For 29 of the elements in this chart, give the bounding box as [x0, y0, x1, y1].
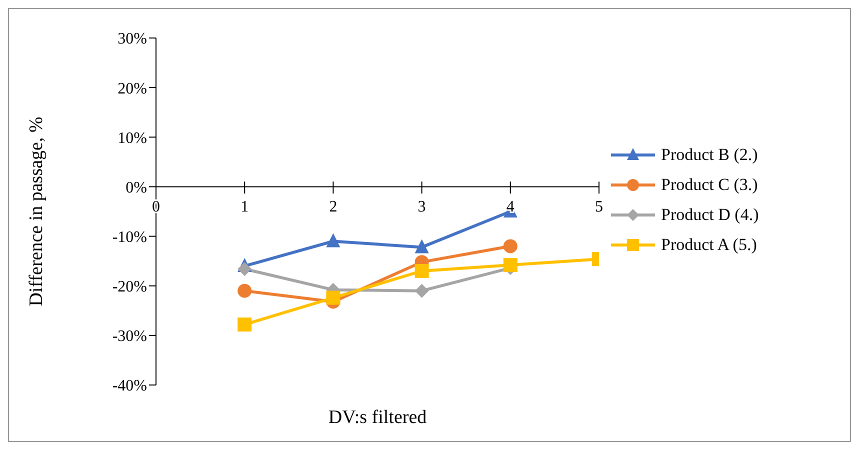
point: [326, 290, 340, 305]
legend-label: Product C (3.): [661, 175, 758, 195]
x-tick-label: 3: [418, 198, 426, 216]
y-tick-label: -30%: [112, 328, 147, 346]
point: [503, 258, 518, 272]
x-tick-label: 1: [240, 198, 249, 216]
point: [414, 284, 429, 298]
legend-label: Product D (4.): [661, 205, 759, 225]
y-tick-label: -10%: [112, 228, 147, 246]
y-tick-label: 30%: [118, 30, 147, 48]
y-tick-label: -40%: [112, 378, 147, 395]
y-tick-label: 20%: [118, 80, 147, 98]
y-tick-label: -20%: [112, 278, 147, 296]
x-tick-label: 2: [329, 198, 338, 216]
y-axis-title: Difference in passage, %: [26, 116, 47, 306]
x-tick-label: 4: [506, 198, 514, 216]
point: [238, 318, 252, 332]
x-axis-title: DV:s filtered: [328, 407, 428, 428]
point: [238, 262, 252, 276]
point: [326, 233, 340, 248]
x-tick-label: 5: [595, 198, 603, 216]
point: [238, 284, 252, 298]
y-tick-label: 0%: [126, 179, 147, 196]
y-tick-label: 10%: [118, 130, 147, 147]
legend-label: Product B (2.): [661, 145, 758, 165]
point: [414, 264, 429, 278]
point: [414, 239, 429, 254]
point: [503, 239, 518, 254]
legend-label: Product A (5.): [661, 235, 757, 255]
